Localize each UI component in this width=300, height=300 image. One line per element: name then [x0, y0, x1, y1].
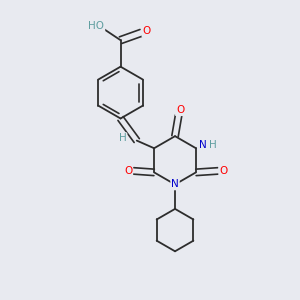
- Text: H: H: [209, 140, 217, 150]
- Text: H: H: [119, 133, 127, 143]
- Text: O: O: [176, 105, 184, 115]
- Text: N: N: [200, 140, 207, 150]
- Text: HO: HO: [88, 21, 104, 31]
- Text: O: O: [124, 166, 132, 176]
- Text: O: O: [142, 26, 151, 36]
- Text: N: N: [171, 179, 179, 190]
- Text: O: O: [219, 166, 227, 176]
